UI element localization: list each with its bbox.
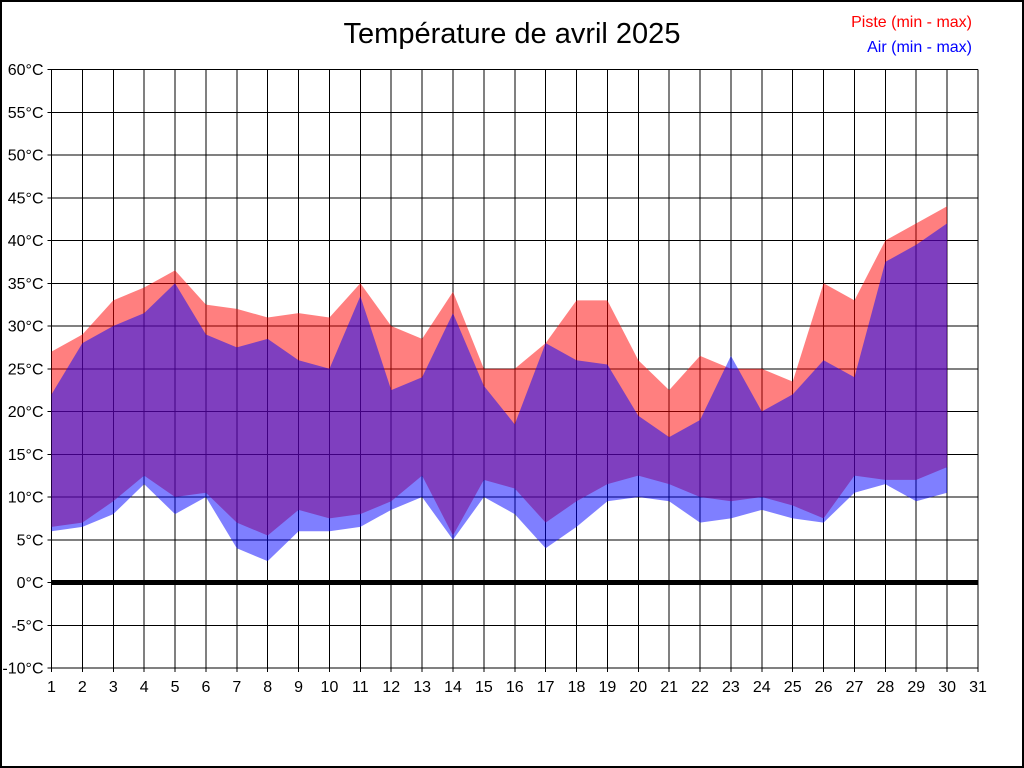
y-tick-label: 10°C bbox=[8, 490, 44, 507]
y-tick-label: 45°C bbox=[8, 190, 44, 207]
x-tick-label: 14 bbox=[444, 679, 462, 696]
y-tick-label: -10°C bbox=[2, 661, 43, 678]
x-tick-label: 24 bbox=[753, 679, 771, 696]
y-tick-label: 50°C bbox=[8, 148, 44, 165]
x-tick-label: 23 bbox=[722, 679, 740, 696]
chart-title: Température de avril 2025 bbox=[343, 18, 681, 50]
y-tick-label: 5°C bbox=[17, 532, 44, 549]
y-tick-label: 30°C bbox=[8, 319, 44, 336]
y-tick-label: 40°C bbox=[8, 233, 44, 250]
x-tick-label: 20 bbox=[629, 679, 647, 696]
x-tick-label: 8 bbox=[263, 679, 272, 696]
y-tick-label: 35°C bbox=[8, 276, 44, 293]
x-tick-label: 12 bbox=[382, 679, 400, 696]
legend-air: Air (min - max) bbox=[867, 39, 972, 56]
x-tick-label: 29 bbox=[907, 679, 925, 696]
x-tick-label: 11 bbox=[352, 679, 369, 696]
x-tick-label: 26 bbox=[815, 679, 833, 696]
x-tick-label: 31 bbox=[969, 679, 987, 696]
x-tick-label: 1 bbox=[47, 679, 56, 696]
x-tick-label: 19 bbox=[599, 679, 617, 696]
x-tick-label: 21 bbox=[660, 679, 678, 696]
x-tick-label: 13 bbox=[413, 679, 431, 696]
x-tick-label: 28 bbox=[876, 679, 894, 696]
y-tick-label: 20°C bbox=[8, 404, 44, 421]
x-tick-label: 10 bbox=[321, 679, 339, 696]
x-tick-label: 4 bbox=[140, 679, 149, 696]
x-tick-label: 7 bbox=[232, 679, 241, 696]
legend: Piste (min - max) Air (min - max) bbox=[851, 10, 972, 60]
x-tick-label: 25 bbox=[784, 679, 802, 696]
air-band bbox=[51, 223, 948, 562]
y-tick-label: 25°C bbox=[8, 361, 44, 378]
y-tick-label: 0°C bbox=[17, 575, 44, 592]
y-tick-labels: -10°C -5°C 0°C 5°C 10°C 15°C 20°C 25°C 30°C 35°C 4… bbox=[2, 62, 43, 678]
x-tick-label: 22 bbox=[691, 679, 709, 696]
y-tick-label: 60°C bbox=[8, 62, 44, 79]
y-tick-label: 55°C bbox=[8, 105, 44, 122]
x-tick-label: 2 bbox=[78, 679, 87, 696]
y-tick-label: 15°C bbox=[8, 447, 44, 464]
x-tick-label: 27 bbox=[846, 679, 864, 696]
x-tick-label: 5 bbox=[171, 679, 180, 696]
x-tick-label: 17 bbox=[537, 679, 555, 696]
y-tick-label: -5°C bbox=[11, 618, 43, 635]
legend-piste: Piste (min - max) bbox=[851, 14, 972, 31]
x-tick-label: 15 bbox=[475, 679, 493, 696]
x-tick-label: 30 bbox=[938, 679, 956, 696]
x-tick-label: 18 bbox=[568, 679, 586, 696]
x-tick-label: 3 bbox=[109, 679, 118, 696]
x-tick-labels: 1 2 3 4 5 6 7 8 9 10 11 12 13 14 15 16 17 18 19 20 21 22 23 24 2… bbox=[47, 679, 987, 696]
x-tick-label: 16 bbox=[506, 679, 524, 696]
x-tick-label: 6 bbox=[201, 679, 210, 696]
x-tick-label: 9 bbox=[294, 679, 303, 696]
